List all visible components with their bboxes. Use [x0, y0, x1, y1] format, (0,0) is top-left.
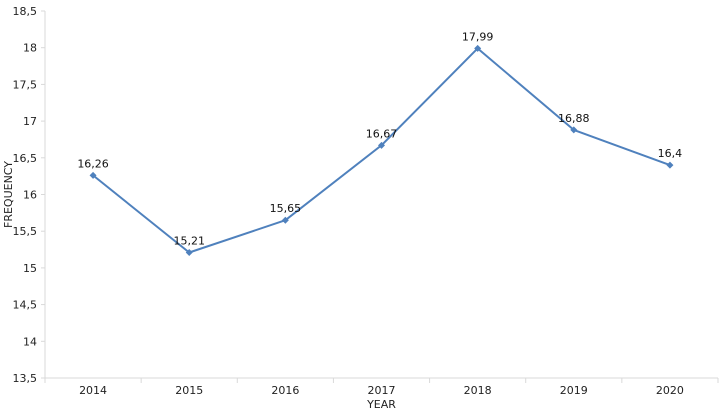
x-tick-label: 2015: [175, 384, 203, 397]
data-point-label: 16,26: [77, 157, 109, 170]
y-tick-label: 16,5: [13, 152, 38, 165]
data-point-marker: [378, 141, 385, 149]
y-tick-label: 14: [23, 335, 37, 348]
x-tick-label: 2018: [464, 384, 492, 397]
data-labels: 16,26 15,21 15,65 16,67 17,99 16,88 16,4: [77, 30, 682, 247]
data-point-marker: [570, 126, 578, 134]
x-tick-label: 2019: [560, 384, 588, 397]
data-point-marker: [666, 161, 674, 169]
data-point-marker: [185, 248, 193, 256]
y-tick-label: 13,5: [13, 372, 38, 385]
data-point-marker: [89, 171, 97, 179]
x-axis-ticks: 2014 2015 2016 2017 2018 2019 2020: [44, 378, 719, 397]
data-point-label: 16,4: [658, 147, 683, 160]
x-tick-label: 2017: [368, 384, 396, 397]
x-tick-label: 2014: [79, 384, 107, 397]
y-tick-label: 17,5: [13, 78, 38, 91]
data-point-label: 16,88: [558, 112, 590, 125]
data-point-marker: [281, 216, 289, 224]
x-tick-label: 2020: [656, 384, 684, 397]
series-line: [92, 47, 671, 254]
y-tick-label: 15,5: [13, 225, 38, 238]
y-tick-label: 18,5: [13, 5, 38, 18]
data-point-label: 16,67: [366, 127, 398, 140]
data-point-label: 17,99: [462, 30, 494, 43]
y-tick-label: 18: [23, 42, 37, 55]
y-tick-label: 17: [23, 115, 37, 128]
y-tick-label: 15: [23, 262, 37, 275]
y-tick-label: 14,5: [13, 299, 38, 312]
x-tick-label: 2016: [271, 384, 299, 397]
data-point-label: 15,65: [270, 202, 302, 215]
series-markers: [89, 44, 674, 256]
y-axis-ticks: 13,5 14 14,5 15 15,5 16 16,5 17 17,5 18 18,5: [13, 5, 45, 385]
y-axis-title: FREQUENCY: [2, 161, 15, 228]
x-axis-title: YEAR: [366, 398, 396, 411]
data-point-marker: [474, 44, 482, 52]
data-point-label: 15,21: [173, 234, 205, 247]
y-tick-label: 16: [23, 189, 37, 202]
